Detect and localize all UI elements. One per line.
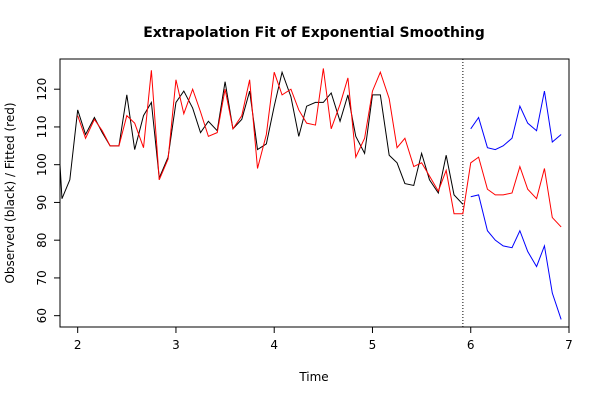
x-tick-label: 2 bbox=[74, 338, 82, 352]
forecast-upper-line bbox=[470, 90, 562, 151]
x-tick-label: 3 bbox=[172, 338, 180, 352]
y-axis: 60 70 80 90 100 110 120 bbox=[35, 78, 60, 323]
x-axis-label: Time bbox=[298, 370, 328, 384]
y-axis-label: Observed (black) / Fitted (red) bbox=[3, 102, 17, 283]
y-tick-label: 120 bbox=[35, 78, 49, 101]
x-tick-label: 5 bbox=[369, 338, 377, 352]
y-tick-label: 90 bbox=[35, 195, 49, 210]
x-tick-label: 4 bbox=[270, 338, 278, 352]
forecast-lower-line bbox=[470, 194, 562, 320]
y-tick-label: 100 bbox=[35, 153, 49, 176]
y-tick-label: 110 bbox=[35, 115, 49, 138]
x-tick-label: 7 bbox=[565, 338, 573, 352]
fitted-series-line bbox=[77, 68, 562, 228]
observed-series-line bbox=[59, 70, 464, 205]
chart-title: Extrapolation Fit of Exponential Smoothi… bbox=[143, 25, 485, 41]
plot-frame bbox=[59, 58, 570, 328]
x-axis: 2 3 4 5 6 7 bbox=[74, 327, 573, 352]
y-tick-label: 80 bbox=[35, 233, 49, 248]
series-layer bbox=[59, 68, 562, 320]
y-tick-label: 70 bbox=[35, 270, 49, 285]
y-tick-label: 60 bbox=[35, 308, 49, 323]
x-tick-label: 6 bbox=[467, 338, 475, 352]
